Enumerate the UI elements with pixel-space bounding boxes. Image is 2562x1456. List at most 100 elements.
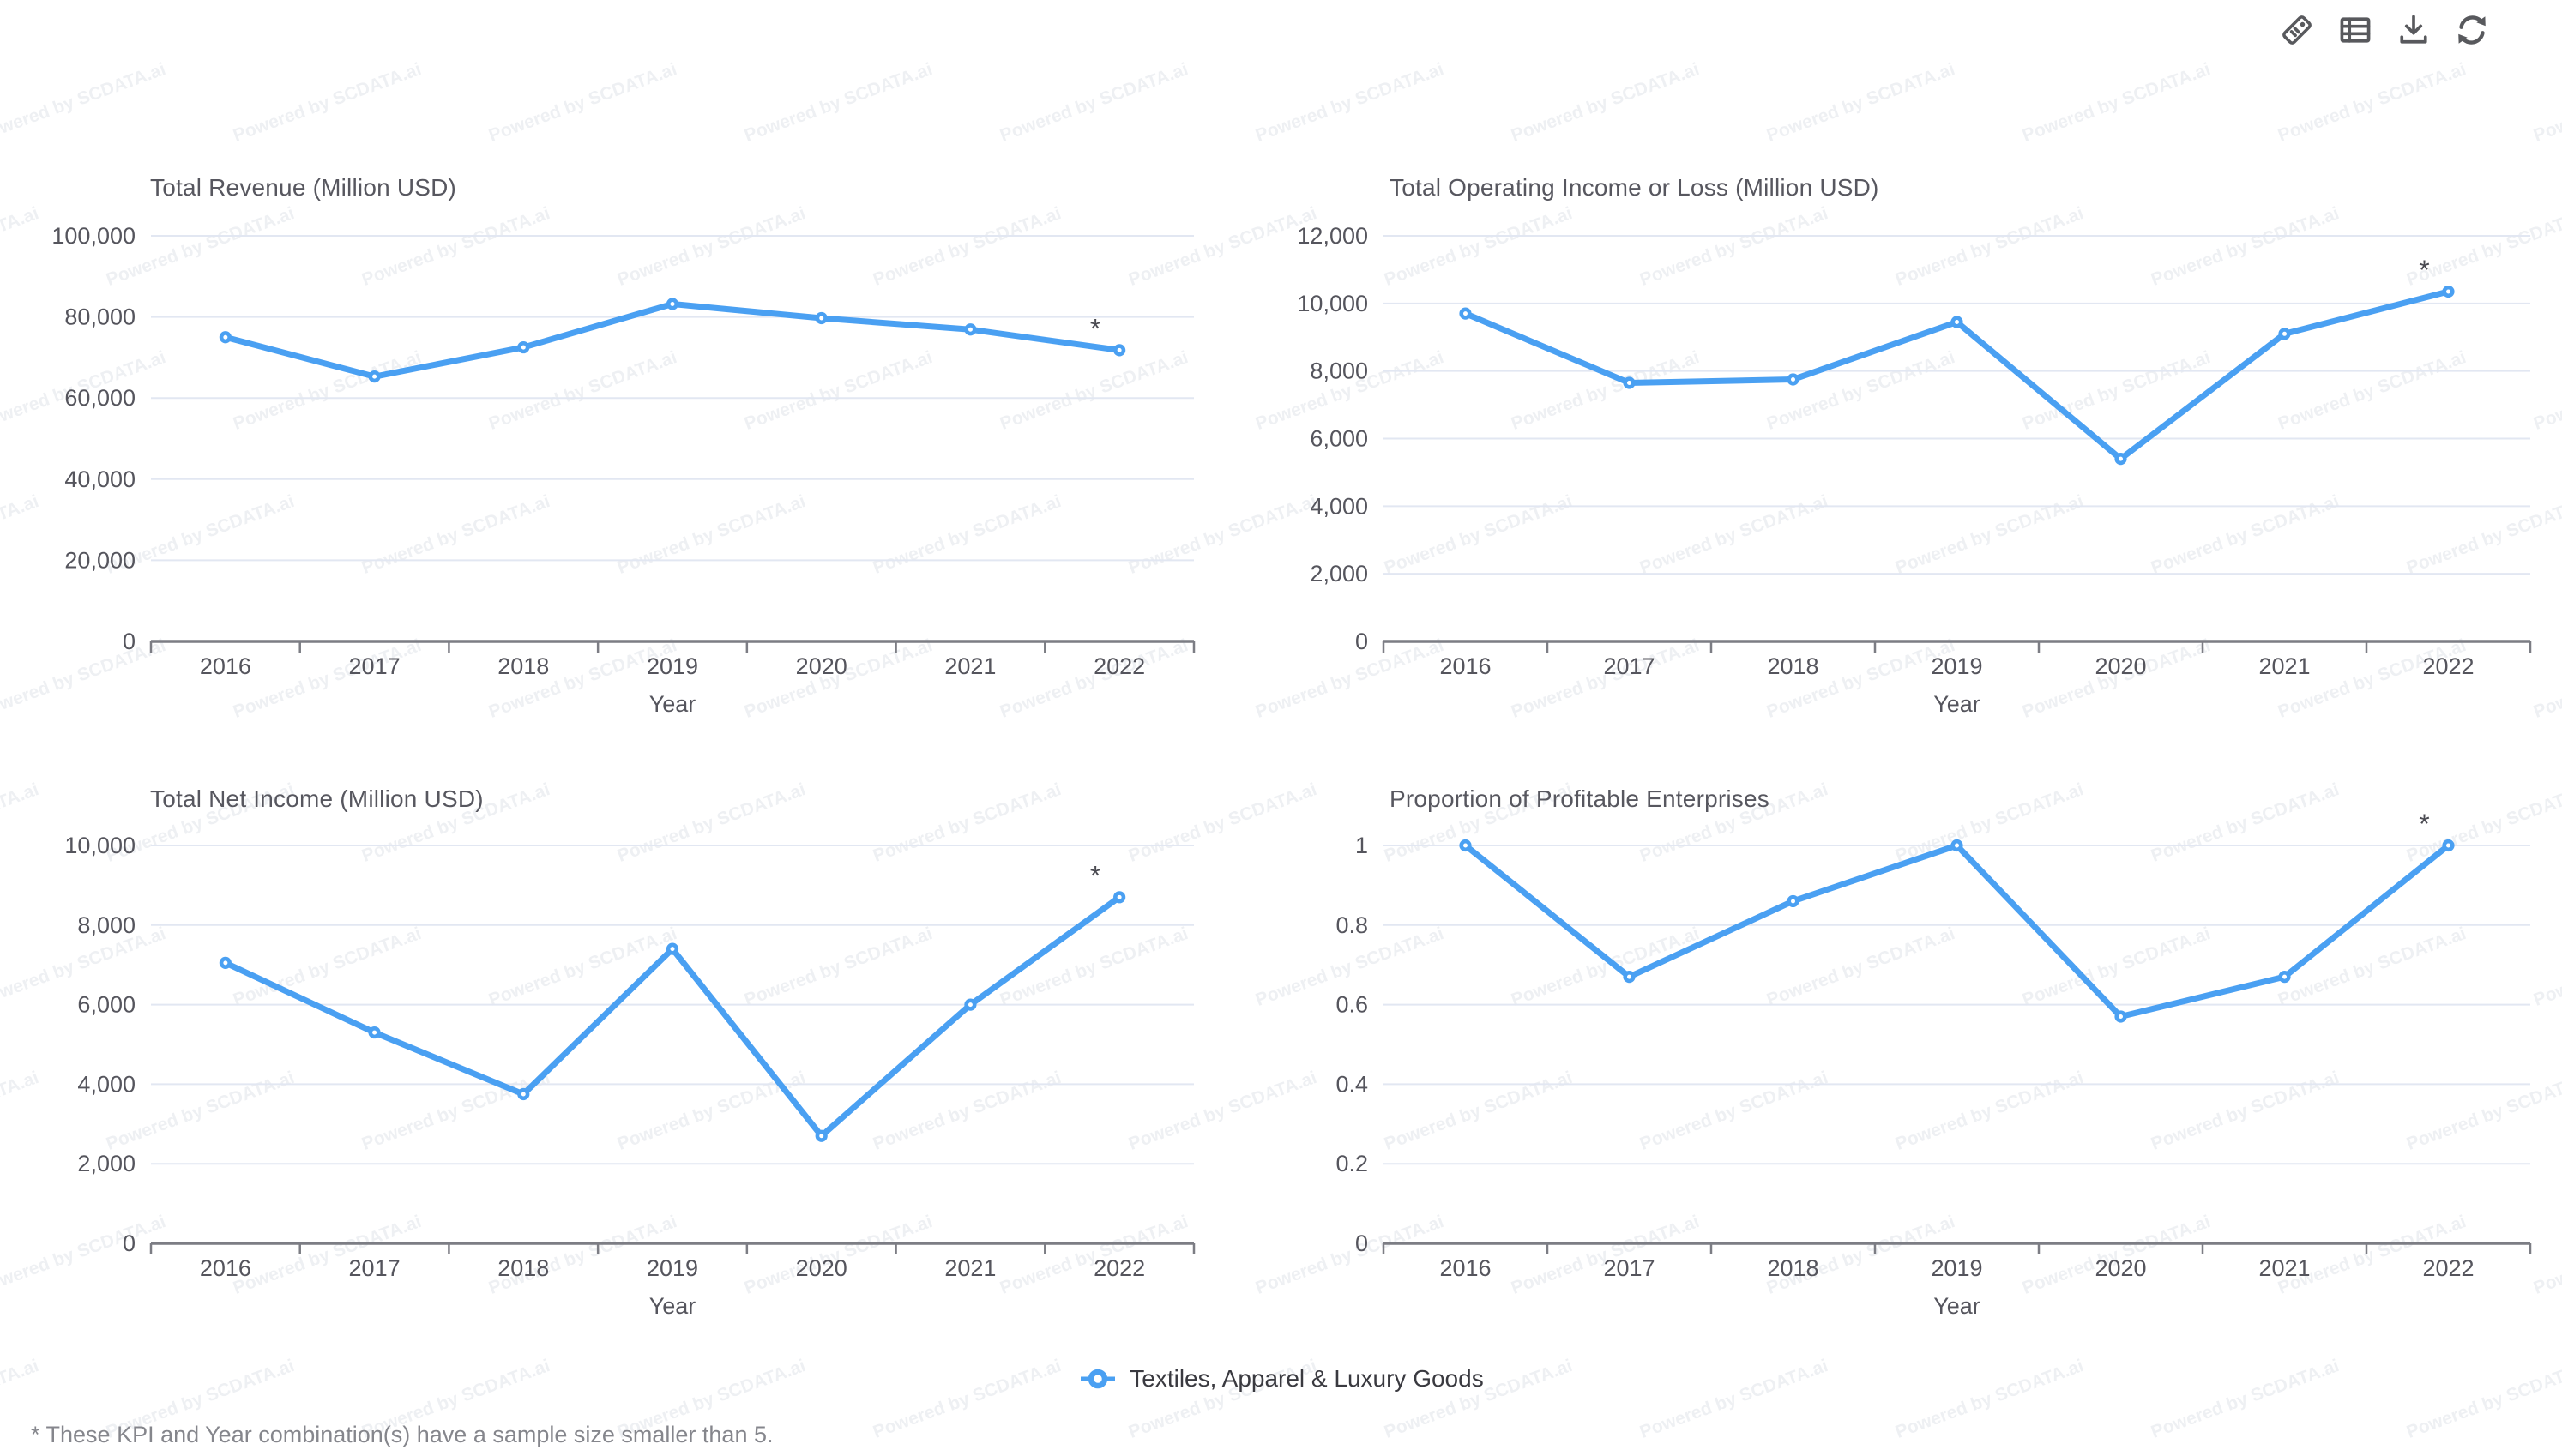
data-point[interactable]: [368, 1026, 381, 1039]
x-tick-label: 2020: [2095, 653, 2146, 679]
y-tick-label: 0.8: [1335, 912, 1368, 938]
data-point[interactable]: [1787, 894, 1799, 908]
y-tick-label: 100,000: [51, 223, 136, 249]
y-tick-label: 4,000: [77, 1071, 136, 1097]
x-tick-label: 2016: [200, 653, 251, 679]
data-point[interactable]: [1950, 316, 1963, 328]
data-point[interactable]: [517, 340, 530, 354]
x-axis-title: Year: [649, 691, 696, 717]
y-tick-label: 0: [123, 1230, 136, 1256]
y-tick-label: 6,000: [1310, 426, 1368, 452]
x-tick-label: 2020: [796, 653, 847, 679]
data-point[interactable]: [1623, 376, 1636, 389]
x-tick-label: 2021: [2258, 1255, 2310, 1281]
x-tick-label: 2022: [1094, 653, 1145, 679]
x-tick-label: 2019: [1931, 1255, 1982, 1281]
x-tick-label: 2016: [1439, 1255, 1491, 1281]
legend-label: Textiles, Apparel & Luxury Goods: [1130, 1365, 1484, 1392]
refresh-button[interactable]: [2452, 10, 2492, 50]
x-tick-label: 2019: [647, 653, 698, 679]
small-sample-asterisk: *: [2419, 255, 2429, 286]
y-tick-label: 0: [123, 629, 136, 654]
series-line: [222, 893, 1123, 1140]
chart-title-total-net-income: Total Net Income (Million USD): [150, 785, 484, 812]
x-tick-label: 2020: [796, 1255, 847, 1281]
x-tick-label: 2022: [1094, 1255, 1145, 1281]
data-point[interactable]: [1113, 344, 1126, 357]
table-view-button[interactable]: [2336, 10, 2375, 50]
data-point[interactable]: [2442, 839, 2455, 852]
y-tick-label: 10,000: [1297, 291, 1368, 316]
data-point[interactable]: [2442, 285, 2455, 298]
chart-toolbar: [2277, 10, 2492, 50]
small-sample-asterisk: *: [2419, 809, 2429, 839]
y-tick-label: 0.4: [1335, 1071, 1368, 1097]
data-point[interactable]: [2114, 453, 2127, 466]
y-tick-label: 60,000: [64, 385, 136, 411]
y-tick-label: 8,000: [1310, 358, 1368, 384]
data-point[interactable]: [815, 1129, 828, 1142]
x-tick-label: 2018: [1767, 653, 1818, 679]
data-point[interactable]: [964, 998, 977, 1011]
x-tick-label: 2021: [944, 1255, 996, 1281]
y-tick-label: 0: [1355, 1230, 1368, 1256]
x-tick-label: 2016: [200, 1255, 251, 1281]
table-icon: [2340, 17, 2371, 43]
y-tick-label: 0: [1355, 629, 1368, 654]
legend: Textiles, Apparel & Luxury Goods: [0, 1365, 2562, 1393]
data-point[interactable]: [1787, 373, 1799, 386]
data-point[interactable]: [2278, 328, 2291, 340]
y-tick-label: 2,000: [77, 1151, 136, 1176]
x-tick-label: 2017: [1603, 653, 1655, 679]
data-point[interactable]: [368, 370, 381, 383]
y-tick-label: 12,000: [1297, 223, 1368, 249]
x-tick-label: 2018: [1767, 1255, 1818, 1281]
series-line: [1462, 842, 2451, 1020]
x-tick-label: 2021: [944, 653, 996, 679]
data-point[interactable]: [2278, 971, 2291, 984]
tag-icon: [2282, 15, 2312, 45]
data-point[interactable]: [2114, 1010, 2127, 1023]
x-tick-label: 2017: [349, 1255, 401, 1281]
x-axis-title: Year: [1933, 691, 1980, 717]
download-icon: [2400, 15, 2427, 44]
data-point[interactable]: [219, 956, 232, 969]
refresh-icon: [2458, 15, 2486, 45]
y-tick-label: 40,000: [64, 466, 136, 492]
data-point[interactable]: [666, 942, 679, 955]
data-point[interactable]: [964, 323, 977, 336]
chart-proportion-of-profitable-enterprises: 1 0.8 0.6 0.4 0.2 0 2016 2017 2018 2019 2020 2021 20…: [1335, 809, 2532, 1319]
data-point[interactable]: [1113, 891, 1126, 904]
y-tick-label: 8,000: [77, 912, 136, 938]
y-tick-label: 10,000: [64, 833, 136, 858]
x-tick-label: 2022: [2422, 1255, 2474, 1281]
data-point[interactable]: [1459, 839, 1472, 852]
small-sample-asterisk: *: [1090, 860, 1100, 891]
y-tick-label: 20,000: [64, 547, 136, 573]
legend-line-marker-icon: [1081, 1369, 1116, 1389]
x-tick-label: 2021: [2258, 653, 2310, 679]
chart-total-net-income: 10,000 8,000 6,000 4,000 2,000 0 2016 2017 2018 2…: [64, 833, 1196, 1319]
download-button[interactable]: [2394, 10, 2433, 50]
data-point[interactable]: [666, 298, 679, 310]
y-tick-label: 1: [1355, 833, 1368, 858]
legend-item[interactable]: Textiles, Apparel & Luxury Goods: [1078, 1365, 1484, 1393]
data-point[interactable]: [1459, 307, 1472, 320]
chart-title-total-revenue: Total Revenue (Million USD): [150, 174, 457, 201]
x-axis-title: Year: [1933, 1293, 1980, 1319]
y-tick-label: 0.6: [1335, 992, 1368, 1018]
data-point[interactable]: [1950, 839, 1963, 852]
x-tick-label: 2020: [2095, 1255, 2146, 1281]
y-tick-label: 80,000: [64, 304, 136, 330]
x-tick-label: 2019: [647, 1255, 698, 1281]
chart-total-revenue: 100,000 80,000 60,000 40,000 20,000 0 2016 2017…: [51, 223, 1196, 717]
footnote: * These KPI and Year combination(s) have…: [31, 1422, 774, 1447]
data-point[interactable]: [1623, 971, 1636, 984]
data-point[interactable]: [517, 1087, 530, 1101]
tag-button[interactable]: [2277, 10, 2317, 50]
x-tick-label: 2017: [1603, 1255, 1655, 1281]
data-point[interactable]: [219, 331, 232, 344]
data-point[interactable]: [815, 311, 828, 325]
